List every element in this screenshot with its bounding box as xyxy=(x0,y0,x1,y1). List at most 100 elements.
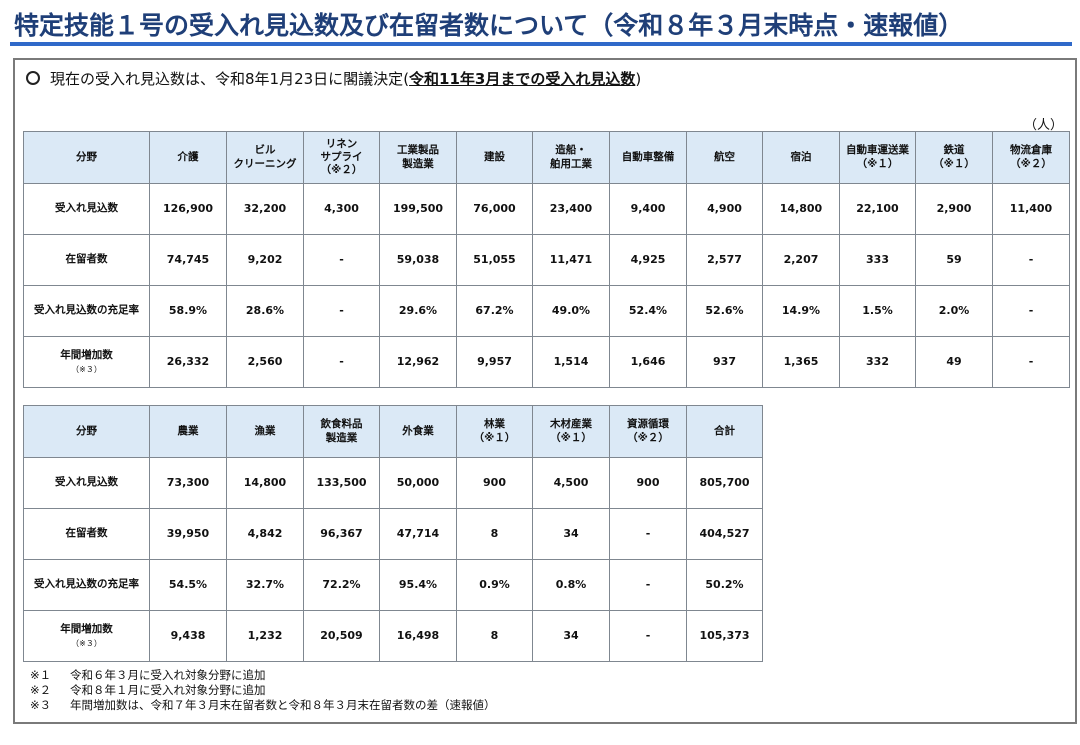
column-header: 飲食料品 製造業 xyxy=(303,405,380,458)
column-header-label: 飲食料品 製造業 xyxy=(320,418,363,444)
table-cell: 49.0% xyxy=(532,285,610,337)
table-cell: 22,100 xyxy=(839,183,916,235)
table-cell: 47,714 xyxy=(379,508,457,560)
lead-text: 現在の受入れ見込数は、令和8年1月23日に閣議決定 xyxy=(50,70,404,88)
table-cell: - xyxy=(303,234,380,286)
column-header-label: 合計 xyxy=(714,424,735,437)
footnote-text: 年間増加数は、令和７年３月末在留者数と令和８年３月末在留者数の差（速報値） xyxy=(70,698,496,712)
row-header: 受入れ見込数 xyxy=(23,183,150,235)
column-header: 分野 xyxy=(23,405,150,458)
column-header-label: 資源循環 （※２） xyxy=(627,418,669,444)
table-cell: 51,055 xyxy=(456,234,533,286)
table-cell: 67.2% xyxy=(456,285,533,337)
table-cell: 39,950 xyxy=(149,508,227,560)
column-header: 資源循環 （※２） xyxy=(609,405,687,458)
table-cell: 14,800 xyxy=(762,183,840,235)
footnote-mark: ※１ xyxy=(30,668,52,682)
acceptance-table-2: 分野 農業 漁業 飲食料品 製造業 外食業 林業 （※１） 木材産業 （※１） 資源循環 （※… xyxy=(23,405,763,662)
table-cell: 58.9% xyxy=(149,285,227,337)
table-cell: 133,500 xyxy=(303,457,380,509)
column-header: 宿泊 xyxy=(762,131,840,184)
row-header: 受入れ見込数の充足率 xyxy=(23,285,150,337)
page-title: 特定技能１号の受入れ見込数及び在留者数について（令和８年３月末時点・速報値） xyxy=(14,11,964,40)
table-cell: 805,700 xyxy=(686,457,763,509)
table-cell: 29.6% xyxy=(379,285,457,337)
row-header: 受入れ見込数 xyxy=(23,457,150,509)
table-cell: 32,200 xyxy=(226,183,304,235)
column-header: 航空 xyxy=(686,131,763,184)
column-header: 林業 （※１） xyxy=(456,405,533,458)
column-header: 物流倉庫 （※２） xyxy=(992,131,1070,184)
column-header-label: 木材産業 （※１） xyxy=(550,418,592,444)
row-header-label: 年間増加数 xyxy=(60,349,113,362)
table-cell: 49 xyxy=(915,336,993,388)
column-header-label: 建設 xyxy=(484,150,505,163)
table-cell: - xyxy=(992,336,1070,388)
column-header: ビル クリーニング xyxy=(226,131,304,184)
column-header: 介護 xyxy=(149,131,227,184)
column-header: リネン サプライ （※２） xyxy=(303,131,380,184)
column-header-label: 航空 xyxy=(714,150,735,163)
table-row: 年間増加数 （※３） 26,332 2,560-12,962 9,957 1,514 1,6… xyxy=(23,336,1070,388)
column-header-label: 外食業 xyxy=(402,424,434,437)
table-cell: 2,207 xyxy=(762,234,840,286)
footnote-mark: ※２ xyxy=(30,683,52,697)
table-cell: 4,842 xyxy=(226,508,304,560)
table-cell: 14.9% xyxy=(762,285,840,337)
table-cell: 11,400 xyxy=(992,183,1070,235)
table-cell: 0.8% xyxy=(532,559,610,611)
column-header-label: ビル クリーニング xyxy=(233,144,297,170)
table-cell: 4,925 xyxy=(609,234,687,286)
footnote-text: 令和８年１月に受入れ対象分野に追加 xyxy=(70,683,266,697)
table-header-row: 分野 農業 漁業 飲食料品 製造業 外食業 林業 （※１） 木材産業 （※１） 資源循環 （※… xyxy=(23,405,763,458)
table-cell: 900 xyxy=(456,457,533,509)
row-header-note: （※３） xyxy=(71,364,102,374)
column-header-label: リネン サプライ （※２） xyxy=(320,137,363,177)
column-header-label: 宿泊 xyxy=(790,150,812,163)
table-cell: 32.7% xyxy=(226,559,304,611)
table-cell: 1,232 xyxy=(226,610,304,662)
column-header: 分野 xyxy=(23,131,150,184)
table-cell: - xyxy=(303,285,380,337)
table-cell: 2.0% xyxy=(915,285,993,337)
row-header-label: 受入れ見込数の充足率 xyxy=(34,304,139,317)
row-header: 在留者数 xyxy=(23,234,150,286)
table-cell: 1,646 xyxy=(609,336,687,388)
table-cell: - xyxy=(609,508,687,560)
table-cell: 1,365 xyxy=(762,336,840,388)
table-cell: 2,577 xyxy=(686,234,763,286)
table-cell: 199,500 xyxy=(379,183,457,235)
table-cell: 1,514 xyxy=(532,336,610,388)
title-underline xyxy=(10,42,1072,46)
content-panel xyxy=(13,58,1077,724)
column-header: 農業 xyxy=(149,405,227,458)
table-cell: 34 xyxy=(532,508,610,560)
table-row: 年間増加数 （※３） 9,438 1,232 20,509 16,498 8 34-105,3… xyxy=(23,610,763,662)
table-cell: 2,560 xyxy=(226,336,304,388)
footnote-2: ※２ 令和８年１月に受入れ対象分野に追加 xyxy=(30,683,496,698)
lead-open-paren: ( xyxy=(403,70,410,88)
table-cell: 95.4% xyxy=(379,559,457,611)
table-cell: 2,900 xyxy=(915,183,993,235)
table-cell: - xyxy=(609,559,687,611)
table-cell: 59 xyxy=(915,234,993,286)
table-cell: 404,527 xyxy=(686,508,763,560)
lead-statement: 現在の受入れ見込数は、令和8年1月23日に閣議決定(令和11年3月までの受入れ見… xyxy=(26,68,641,89)
table-cell: 9,400 xyxy=(609,183,687,235)
column-header: 外食業 xyxy=(379,405,457,458)
table-cell: 0.9% xyxy=(456,559,533,611)
table-cell: 333 xyxy=(839,234,916,286)
row-header-label: 年間増加数 xyxy=(60,623,113,636)
table-cell: 332 xyxy=(839,336,916,388)
table-cell: 126,900 xyxy=(149,183,227,235)
table-row: 受入れ見込数の充足率 58.9% 28.6% -29.6% 67.2% 49.0% 52.4… xyxy=(23,285,1070,337)
row-header: 年間増加数 （※３） xyxy=(23,336,150,388)
table-cell: 28.6% xyxy=(226,285,304,337)
table-cell: 34 xyxy=(532,610,610,662)
column-header: 漁業 xyxy=(226,405,304,458)
column-header: 木材産業 （※１） xyxy=(532,405,610,458)
row-header-note: （※３） xyxy=(71,638,102,648)
column-header: 建設 xyxy=(456,131,533,184)
column-header-label: 農業 xyxy=(177,424,199,437)
table-cell: - xyxy=(992,285,1070,337)
